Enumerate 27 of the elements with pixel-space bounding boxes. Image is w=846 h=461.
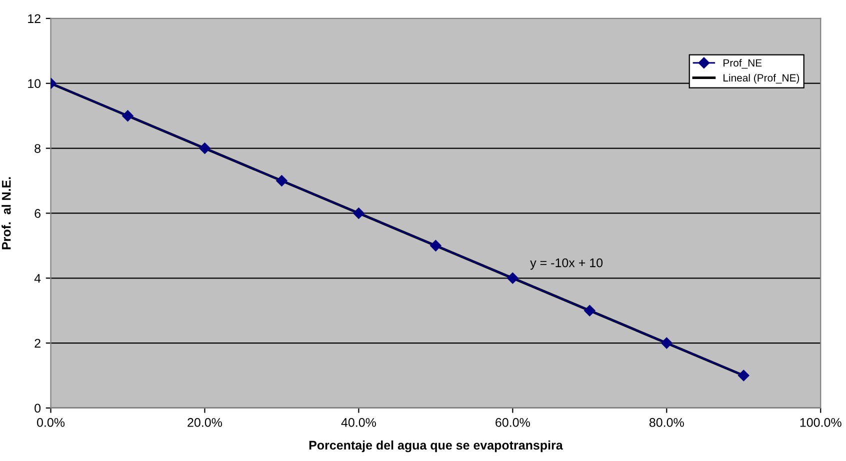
point bbox=[738, 370, 750, 382]
point bbox=[430, 240, 442, 252]
point bbox=[199, 142, 210, 154]
y-tick-label: 12 bbox=[28, 14, 40, 23]
y-tick-label: 8 bbox=[34, 144, 40, 153]
point bbox=[507, 272, 518, 284]
legend-label: Prof_NE bbox=[724, 58, 762, 69]
x-axis-title: Porcentaje del agua que se evapotranspira bbox=[309, 440, 563, 452]
x-tick-label: 100.0% bbox=[800, 418, 842, 427]
x-tick-label: 60.0% bbox=[496, 418, 530, 427]
y-axis-title: Prof. al N.E. bbox=[2, 177, 11, 250]
x-tick-label: 0.0% bbox=[37, 418, 65, 427]
point bbox=[661, 337, 672, 349]
y-tick-label: 2 bbox=[34, 338, 40, 348]
point bbox=[122, 110, 134, 122]
y-tick-label: 0 bbox=[34, 404, 41, 413]
y-tick-label: 6 bbox=[34, 209, 40, 218]
x-tick-label: 20.0% bbox=[188, 418, 222, 427]
x-tick-label: 40.0% bbox=[341, 418, 376, 427]
x-tick-label: 80.0% bbox=[649, 418, 684, 427]
legend-label: Lineal (Prof_NE) bbox=[724, 74, 800, 84]
point bbox=[276, 175, 288, 186]
annotation: y = -10x + 10 bbox=[530, 258, 603, 270]
point bbox=[353, 208, 364, 219]
y-tick-label: 4 bbox=[34, 274, 41, 283]
y-tick-label: 10 bbox=[28, 79, 41, 88]
point bbox=[584, 304, 596, 316]
